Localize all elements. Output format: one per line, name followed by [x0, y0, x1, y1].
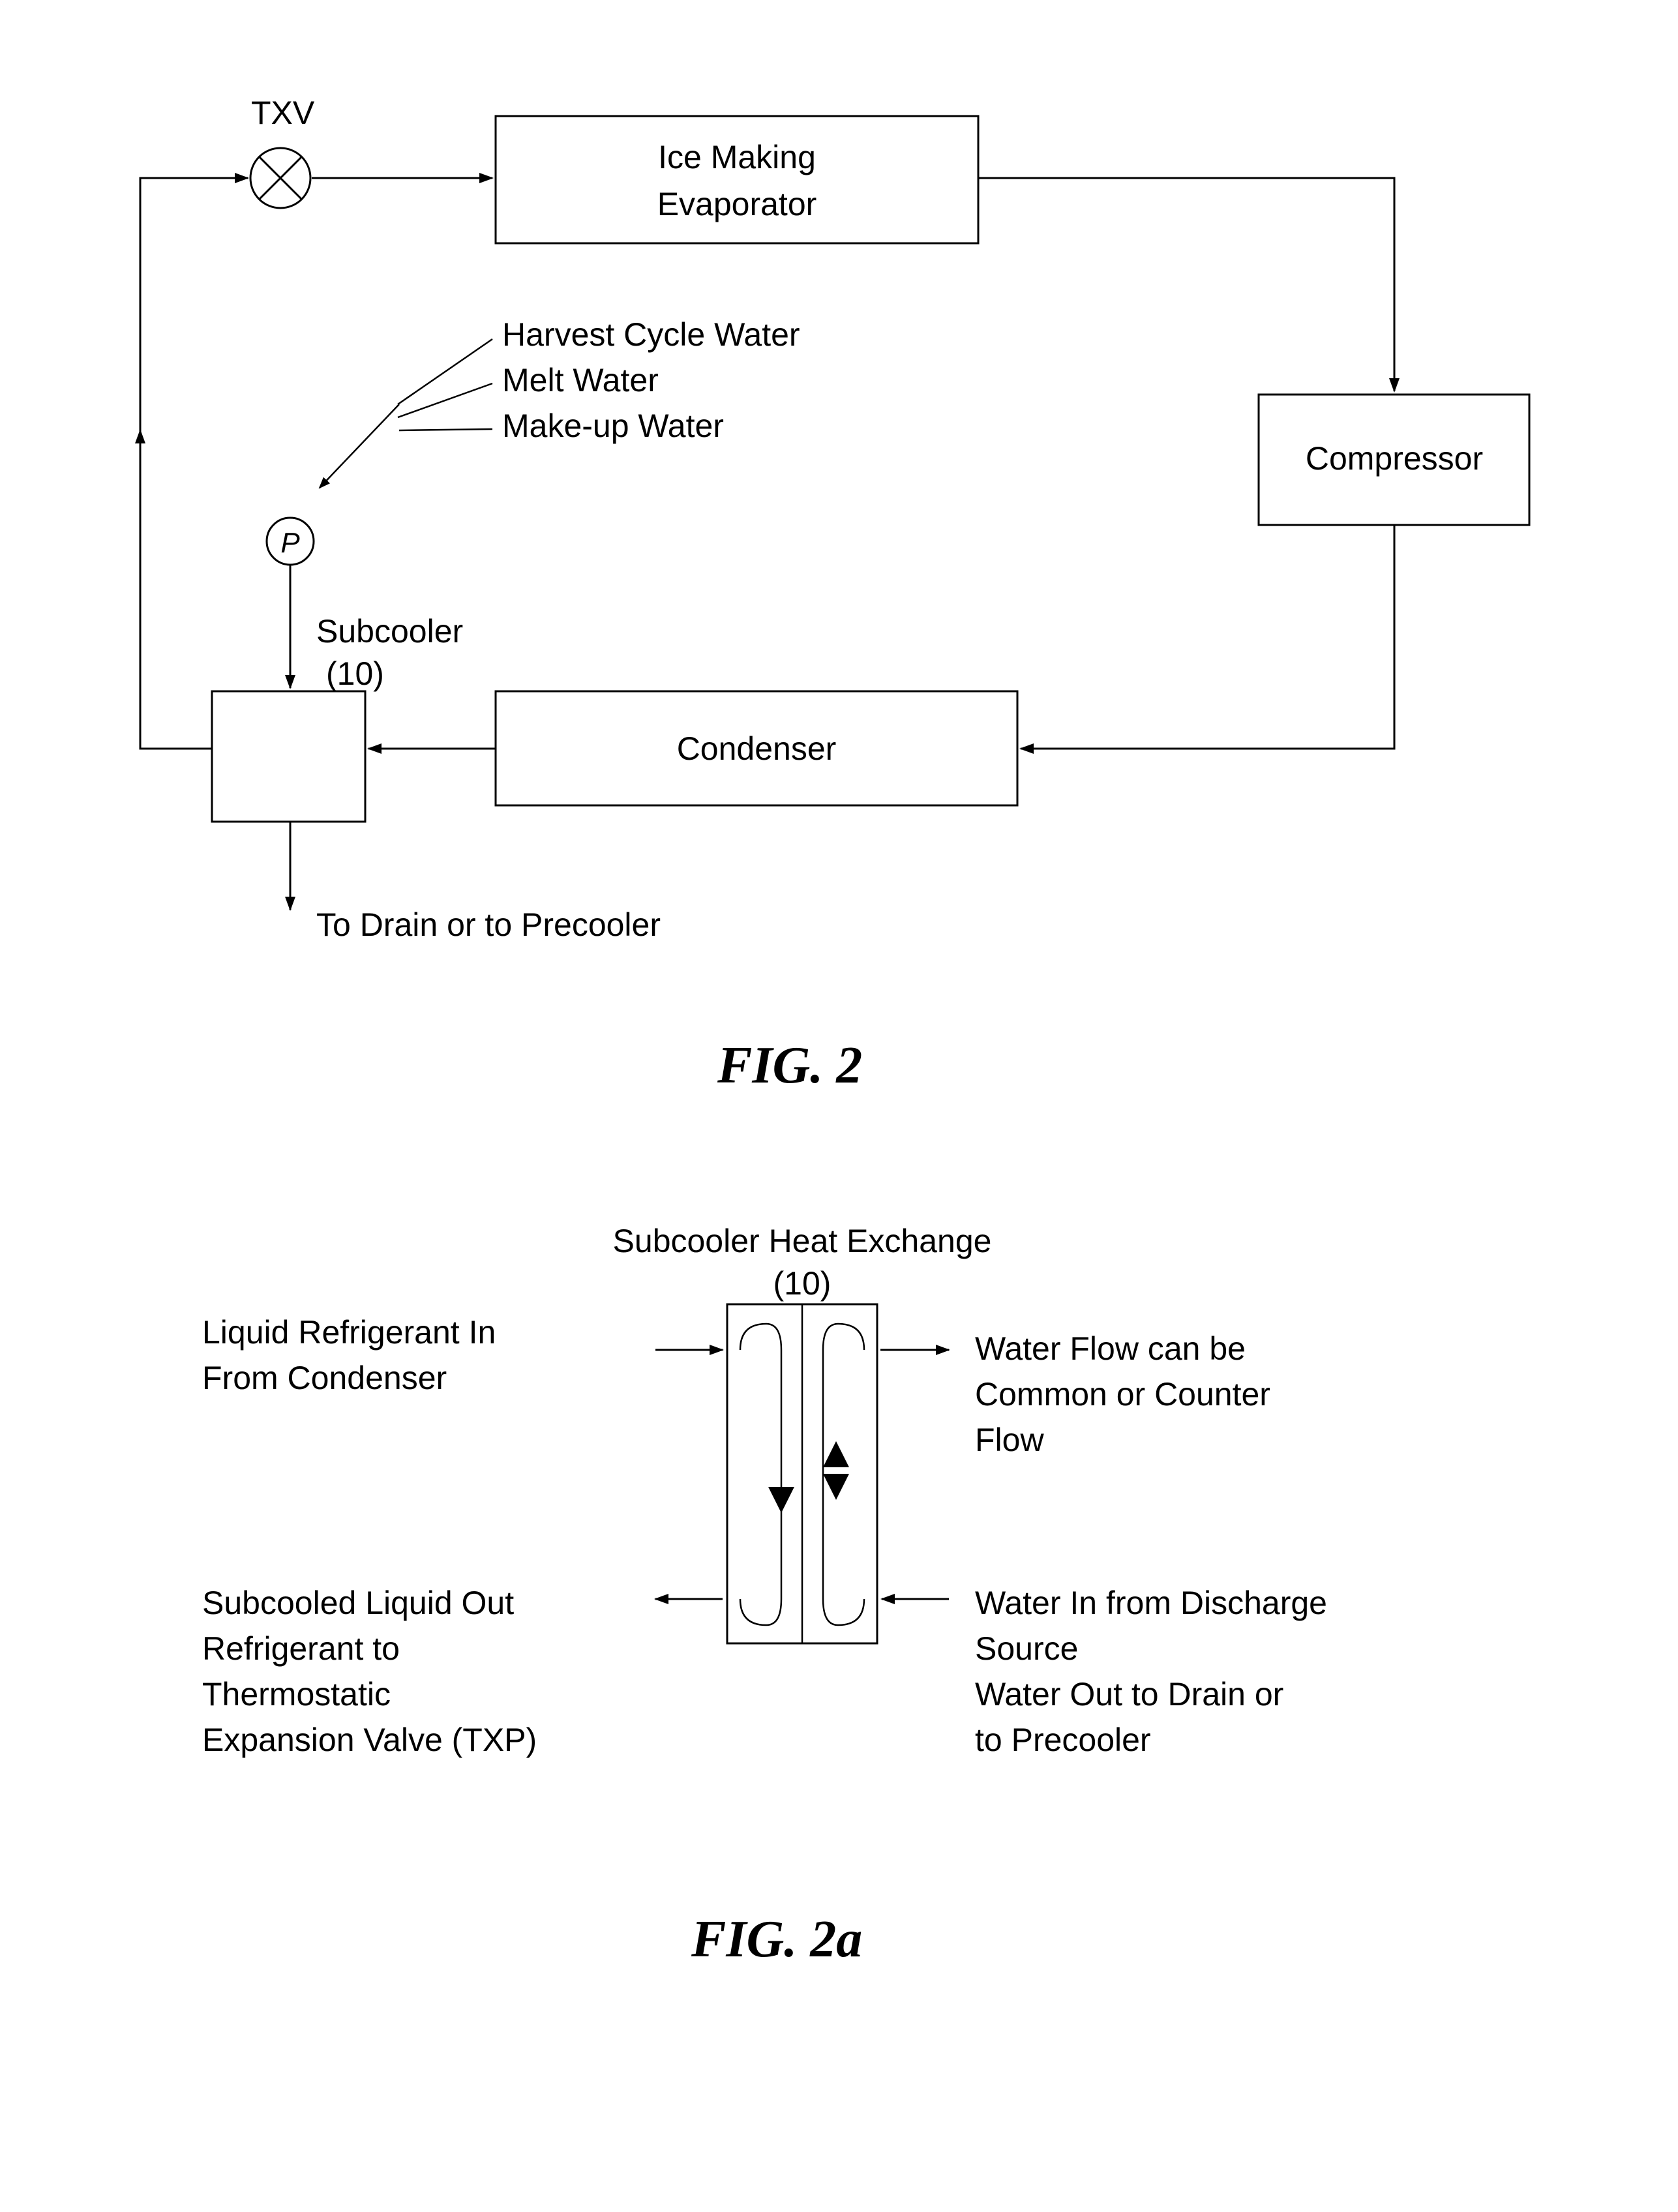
subcooler-box: [212, 691, 365, 822]
fig-2-caption: FIG. 2: [717, 1037, 862, 1094]
water-in-3: Make-up Water: [502, 408, 724, 444]
subcooler-num: (10): [326, 655, 384, 692]
condenser-text: Condenser: [677, 730, 837, 767]
left-top-1: Liquid Refrigerant In: [202, 1314, 496, 1351]
fig-2: TXV Ice Making Evaporator Compressor Con…: [140, 95, 1529, 1094]
left-top-2: From Condenser: [202, 1360, 447, 1396]
diagram-canvas: TXV Ice Making Evaporator Compressor Con…: [0, 0, 1678, 2212]
edge-evap-comp: [978, 178, 1394, 391]
evaporator-text-1: Ice Making: [658, 139, 816, 175]
fig-2a-caption: FIG. 2a: [691, 1911, 862, 1968]
water-in-1: Harvest Cycle Water: [502, 316, 800, 353]
edge-subc-txv-2: [140, 178, 248, 434]
right-bot-1: Water In from Discharge: [975, 1585, 1327, 1621]
right-top-3: Flow: [975, 1422, 1044, 1458]
fig2a-header-1: Subcooler Heat Exchange: [613, 1223, 992, 1259]
drain-label: To Drain or to Precooler: [316, 906, 661, 943]
right-bot-2: Source: [975, 1630, 1078, 1667]
hx-internals: [740, 1304, 864, 1643]
edge-subc-txv-1: [140, 430, 212, 749]
fig-2a: Subcooler Heat Exchange (10) Liquid Refr…: [202, 1223, 1327, 1968]
left-bot-3: Thermostatic: [202, 1676, 391, 1712]
edge-comp-cond: [1021, 525, 1394, 749]
evaporator-text-2: Evaporator: [657, 186, 817, 222]
left-bot-4: Expansion Valve (TXP): [202, 1722, 537, 1758]
right-bot-3: Water Out to Drain or: [975, 1676, 1283, 1712]
left-bot-2: Refrigerant to: [202, 1630, 400, 1667]
pump-icon: P: [267, 518, 314, 565]
right-top-1: Water Flow can be: [975, 1330, 1246, 1367]
evaporator-box: [496, 116, 978, 243]
subcooler-label: Subcooler: [316, 613, 463, 650]
pump-letter: P: [280, 527, 300, 559]
water-in-2: Melt Water: [502, 362, 659, 398]
compressor-text: Compressor: [1306, 440, 1483, 477]
fig2a-header-2: (10): [773, 1265, 832, 1302]
txv-label: TXV: [251, 95, 315, 131]
right-top-2: Common or Counter: [975, 1376, 1270, 1412]
left-bot-1: Subcooled Liquid Out: [202, 1585, 514, 1621]
txv-icon: [250, 148, 310, 208]
right-bot-4: to Precooler: [975, 1722, 1151, 1758]
